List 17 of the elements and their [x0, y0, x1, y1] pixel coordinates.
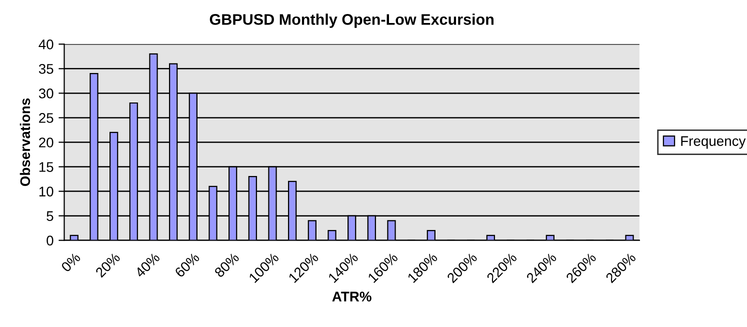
x-axis-title: ATR% [332, 292, 372, 302]
x-tick-label: 40% [134, 252, 160, 278]
y-tick-label: 10 [39, 186, 54, 196]
y-tick-label: 5 [46, 211, 54, 221]
y-tick-label: 40 [38, 39, 54, 50]
y-tick-label: 15 [39, 162, 54, 172]
x-tick-label: 80% [214, 252, 240, 278]
y-tick-label: 35 [38, 64, 54, 74]
x-tick-label: 0% [60, 252, 82, 272]
chart-title: GBPUSD Monthly Open-Low Excursion [210, 14, 494, 28]
legend-label: Frequency [681, 136, 746, 149]
y-tick-label: 0 [46, 236, 54, 246]
y-tick-label: 20 [39, 138, 54, 148]
x-tick-label: 60% [174, 252, 200, 278]
y-axis-title: Observations [20, 98, 30, 186]
y-tick-label: 25 [39, 113, 54, 123]
y-tick-label: 30 [38, 88, 54, 98]
